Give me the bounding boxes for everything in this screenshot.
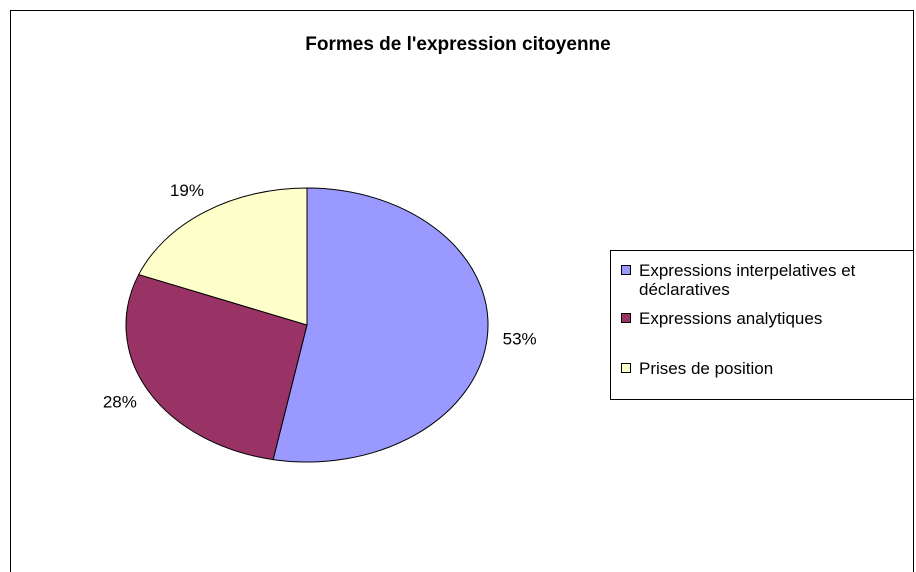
legend-entry: Prises de position (621, 359, 916, 378)
legend-label: Expressions interpelatives et déclarativ… (639, 261, 856, 299)
pie-slice (137, 187, 308, 326)
data-label: 28% (103, 392, 137, 411)
chart-title: Formes de l'expression citoyenne (305, 34, 610, 55)
data-label: 19% (170, 181, 204, 200)
legend-entry: Expressions analytiques (621, 309, 916, 328)
data-label: 53% (503, 330, 537, 349)
legend: Expressions interpelatives et déclarativ… (610, 250, 914, 400)
legend-swatch (621, 363, 631, 373)
legend-entry: Expressions interpelatives et déclarativ… (621, 261, 916, 299)
legend-swatch (621, 313, 631, 323)
pie-slice (272, 187, 489, 463)
legend-label: Prises de position (639, 359, 774, 378)
legend-label: Expressions analytiques (639, 309, 823, 328)
legend-swatch (621, 265, 631, 275)
pie-slice (125, 273, 308, 461)
